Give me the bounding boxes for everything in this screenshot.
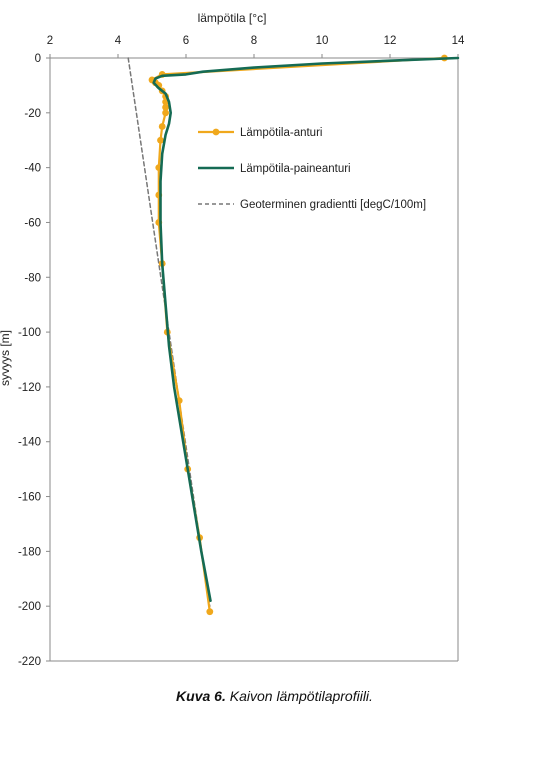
series-layer (127, 54, 460, 616)
y-axis-title: syvyys [m] (0, 330, 12, 386)
data-point (206, 608, 214, 616)
y-tick-label: -60 (24, 217, 41, 229)
y-tick-labels: 0 -20 -40 -60 -80 -100 -120 -140 -160 -180 -200 -22… (18, 53, 41, 668)
y-tick-label: -140 (18, 437, 41, 449)
y-tick-label: -100 (18, 327, 41, 339)
caption-label: Kuva 6. (176, 688, 226, 704)
y-tick-label: -20 (24, 108, 41, 120)
x-tick-label: 4 (115, 35, 122, 47)
data-point (157, 136, 164, 144)
y-tick-label: -200 (18, 601, 41, 613)
legend-label: Geoterminen gradientti [degC/100m] (240, 199, 426, 211)
series-line-l-mp-tila-paineanturi (152, 56, 460, 603)
x-tick-label: 14 (452, 35, 465, 47)
axes (46, 54, 459, 662)
legend-marker (212, 128, 220, 136)
data-point (162, 109, 170, 117)
x-axis-title: lämpötila [°c] (198, 11, 267, 25)
temperature-profile-chart: lämpötila [°c] syvyys [m] 2 4 6 8 10 12 14 0 -2… (0, 11, 465, 668)
legend-label: Lämpötila-paineanturi (240, 163, 351, 175)
x-tick-label: 10 (316, 35, 329, 47)
y-tick-label: -160 (18, 492, 41, 504)
y-tick-label: -80 (24, 272, 41, 284)
y-tick-label: -120 (18, 382, 41, 394)
x-tick-label: 6 (183, 35, 189, 47)
x-tick-labels: 2 4 6 8 10 12 14 (47, 35, 465, 47)
caption-text: Kaivon lämpötilaprofiili. (229, 688, 373, 704)
series-line-l-mp-tila-anturi (150, 56, 446, 613)
data-point (158, 123, 166, 130)
legend-label: Lämpötila-anturi (240, 127, 322, 139)
y-tick-label: -220 (18, 656, 41, 668)
y-tick-label: -180 (18, 546, 41, 558)
y-tick-label: -40 (24, 163, 41, 175)
legend: Lämpötila-anturi Lämpötila-paineanturi Geo… (198, 127, 426, 211)
x-tick-label: 2 (47, 35, 53, 47)
y-tick-label: 0 (35, 53, 41, 65)
data-point (162, 103, 170, 111)
x-tick-label: 8 (251, 35, 257, 47)
x-tick-label: 12 (384, 35, 397, 47)
figure-caption: Kuva 6. Kaivon lämpötilaprofiili. (0, 688, 549, 704)
